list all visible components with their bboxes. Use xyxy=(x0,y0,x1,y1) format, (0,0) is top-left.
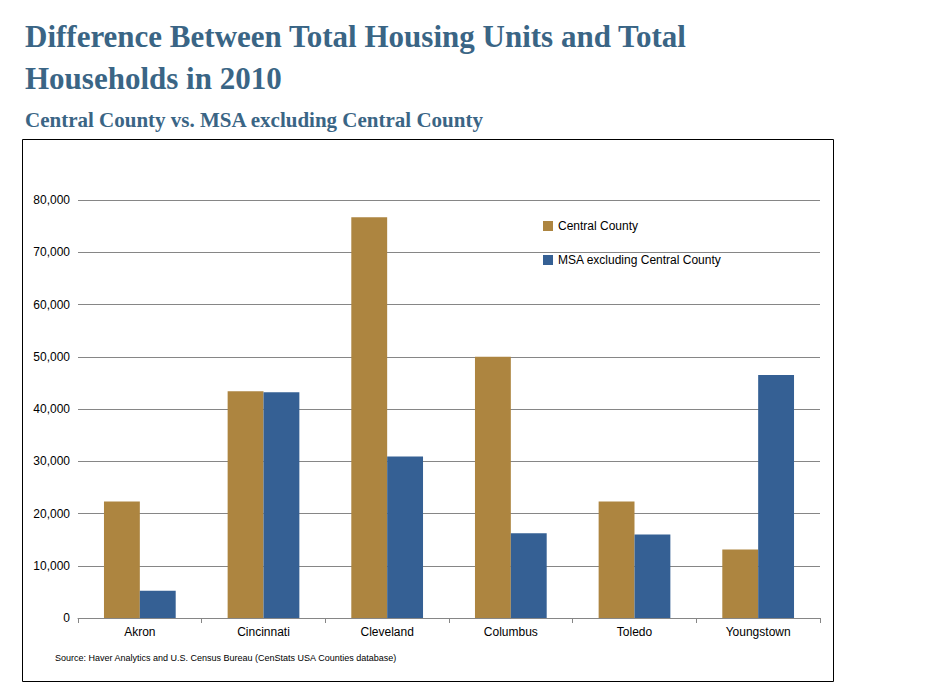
svg-text:Toledo: Toledo xyxy=(617,625,653,639)
svg-text:20,000: 20,000 xyxy=(33,507,70,521)
svg-text:Cincinnati: Cincinnati xyxy=(237,625,290,639)
svg-text:70,000: 70,000 xyxy=(33,245,70,259)
svg-text:60,000: 60,000 xyxy=(33,298,70,312)
svg-text:10,000: 10,000 xyxy=(33,559,70,573)
svg-text:40,000: 40,000 xyxy=(33,402,70,416)
svg-text:MSA excluding Central County: MSA excluding Central County xyxy=(558,253,721,267)
svg-text:Akron: Akron xyxy=(124,625,155,639)
svg-text:Central County: Central County xyxy=(558,219,638,233)
svg-text:0: 0 xyxy=(63,611,70,625)
svg-text:Households in 2010: Households in 2010 xyxy=(25,61,282,96)
svg-text:80,000: 80,000 xyxy=(33,193,70,207)
svg-text:Youngstown: Youngstown xyxy=(726,625,791,639)
svg-text:Source: Haver Analytics and U.: Source: Haver Analytics and U.S. Census … xyxy=(55,653,396,663)
svg-text:Columbus: Columbus xyxy=(484,625,538,639)
svg-text:Difference Between Total Housi: Difference Between Total Housing Units a… xyxy=(25,19,694,54)
svg-text:Cleveland: Cleveland xyxy=(360,625,413,639)
svg-text:30,000: 30,000 xyxy=(33,454,70,468)
svg-text:50,000: 50,000 xyxy=(33,350,70,364)
svg-text:Central County vs. MSA excludi: Central County vs. MSA excluding Central… xyxy=(25,108,483,132)
